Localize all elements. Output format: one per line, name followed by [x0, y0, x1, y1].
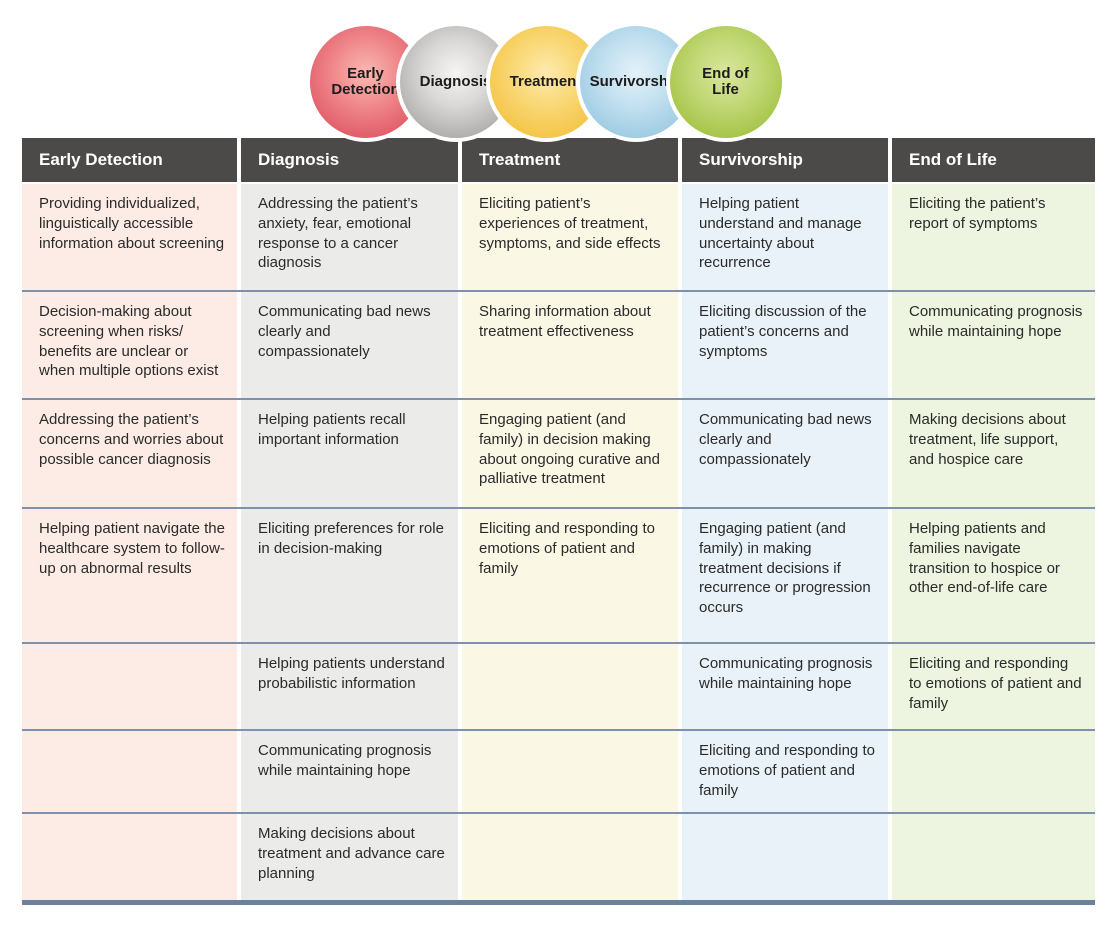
task-cell: Communicating bad news clearly and compa…: [682, 400, 888, 507]
table-row-2: Decision-making about screening when ris…: [22, 290, 1095, 398]
stage-label: Early Detection: [331, 64, 400, 98]
task-cell: Eliciting discussion of the patient’s co…: [682, 292, 888, 398]
task-cell: [462, 731, 678, 812]
table-header-row: Early Detection Diagnosis Treatment Surv…: [22, 138, 1095, 182]
stage-label: Survivorship: [589, 72, 682, 90]
task-cell: [462, 644, 678, 729]
task-cell: [682, 814, 888, 900]
task-cell: Communicating prognosis while maintainin…: [241, 731, 458, 812]
task-cell: Sharing information about treatment effe…: [462, 292, 678, 398]
task-cell: Eliciting the patient’s report of sympto…: [892, 184, 1095, 290]
column-header-diagnosis: Diagnosis: [241, 138, 458, 182]
task-cell: Engaging patient (and family) in decisio…: [462, 400, 678, 507]
task-cell: Addressing the patient’s concerns and wo…: [22, 400, 237, 507]
care-continuum-circles: Early Detection Diagnosis Treatment Surv…: [0, 22, 1103, 142]
table-row-1: Providing individualized, linguistically…: [22, 184, 1095, 290]
task-cell: Communicating prognosis while maintainin…: [892, 292, 1095, 398]
table-row-4: Helping patient navigate the healthcare …: [22, 507, 1095, 642]
column-header-survivorship: Survivorship: [682, 138, 888, 182]
task-cell: Eliciting and responding to emotions of …: [892, 644, 1095, 729]
task-cell: Eliciting preferences for role in decisi…: [241, 509, 458, 642]
stage-circle-end-of-life: End of Life: [665, 22, 786, 142]
table-row-3: Addressing the patient’s concerns and wo…: [22, 398, 1095, 507]
task-cell: Helping patient understand and manage un…: [682, 184, 888, 290]
task-cell: Addressing the patient’s anxiety, fear, …: [241, 184, 458, 290]
task-cell: [892, 814, 1095, 900]
stage-label: Treatment: [509, 72, 582, 90]
column-header-end-of-life: End of Life: [892, 138, 1095, 182]
task-cell: Decision-making about screening when ris…: [22, 292, 237, 398]
task-cell: [462, 814, 678, 900]
table-row-7: Making decisions about treatment and adv…: [22, 812, 1095, 900]
cancer-care-continuum-figure: Early Detection Diagnosis Treatment Surv…: [0, 22, 1115, 905]
task-cell: Helping patients and families navigate t…: [892, 509, 1095, 642]
stage-label: Diagnosis: [419, 72, 492, 90]
column-header-early-detection: Early Detection: [22, 138, 237, 182]
task-cell: Communicating bad news clearly and compa…: [241, 292, 458, 398]
task-cell: Eliciting patient’s experiences of treat…: [462, 184, 678, 290]
task-cell: Helping patients understand probabilisti…: [241, 644, 458, 729]
task-cell: Eliciting and responding to emotions of …: [462, 509, 678, 642]
stage-label: End of Life: [702, 64, 749, 98]
table-row-6: Communicating prognosis while maintainin…: [22, 729, 1095, 812]
task-cell: Communicating prognosis while maintainin…: [682, 644, 888, 729]
task-cell: [892, 731, 1095, 812]
table-row-5: Helping patients understand probabilisti…: [22, 642, 1095, 729]
task-cell: Providing individualized, linguistically…: [22, 184, 237, 290]
task-cell: [22, 814, 237, 900]
column-header-treatment: Treatment: [462, 138, 678, 182]
task-cell: [22, 731, 237, 812]
task-cell: Helping patients recall important inform…: [241, 400, 458, 507]
task-cell: Making decisions about treatment and adv…: [241, 814, 458, 900]
task-cell: Making decisions about treatment, life s…: [892, 400, 1095, 507]
task-cell: Engaging patient (and family) in making …: [682, 509, 888, 642]
task-cell: [22, 644, 237, 729]
communication-tasks-table: Early Detection Diagnosis Treatment Surv…: [22, 138, 1095, 905]
task-cell: Eliciting and responding to emotions of …: [682, 731, 888, 812]
task-cell: Helping patient navigate the healthcare …: [22, 509, 237, 642]
